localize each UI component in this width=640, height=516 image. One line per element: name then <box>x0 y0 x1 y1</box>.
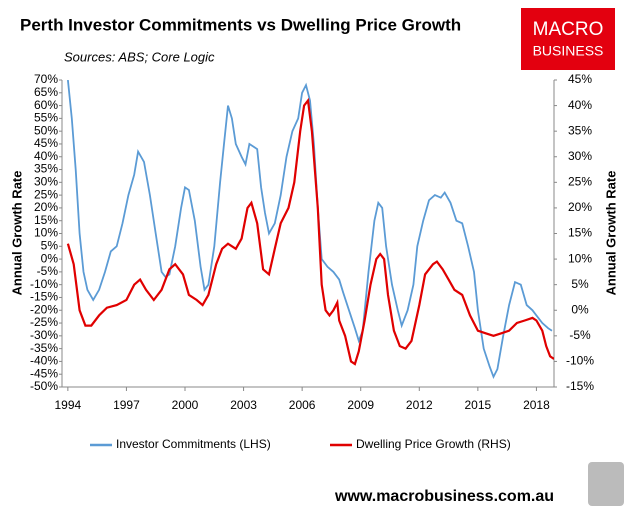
footer-url: www.macrobusiness.com.au <box>334 488 554 505</box>
x-tick-label: 1994 <box>55 398 82 412</box>
wolf-icon <box>588 462 624 506</box>
y-tick-label: 60% <box>34 98 58 112</box>
x-tick-label: 2003 <box>230 398 257 412</box>
y-tick-label: 45% <box>34 136 58 150</box>
y-tick-label: -20% <box>30 302 58 316</box>
y-tick-label: 15% <box>34 213 58 227</box>
y2-tick-label: 45% <box>568 72 592 86</box>
y-tick-label: 70% <box>34 72 58 86</box>
logo-text: MACRO <box>533 19 604 40</box>
y2-tick-label: -5% <box>569 328 591 342</box>
logo-box <box>521 8 615 70</box>
y-tick-label: 55% <box>34 111 58 125</box>
y2-axis-title: Annual Growth Rate <box>603 171 618 296</box>
y2-tick-label: 5% <box>571 277 589 291</box>
plot-area <box>66 80 554 380</box>
y-tick-label: -30% <box>30 328 58 342</box>
y-tick-label: 30% <box>34 175 58 189</box>
y-tick-label: 5% <box>41 238 59 252</box>
x-tick-label: 2000 <box>172 398 199 412</box>
y2-tick-label: 20% <box>568 200 592 214</box>
y-tick-label: 50% <box>34 123 58 137</box>
y-tick-label: 10% <box>34 226 58 240</box>
series-line <box>67 80 553 380</box>
y2-tick-label: 40% <box>568 98 592 112</box>
y2-tick-label: 25% <box>568 175 592 189</box>
chart-title: Perth Investor Commitments vs Dwelling P… <box>20 15 461 34</box>
y2-tick-label: -10% <box>566 354 594 368</box>
y-tick-label: -15% <box>30 290 58 304</box>
y-axis-title: Annual Growth Rate <box>9 171 24 296</box>
y-tick-label: 0% <box>41 251 59 265</box>
y-tick-label: 65% <box>34 85 58 99</box>
y-tick-label: -5% <box>37 264 59 278</box>
legend-label: Investor Commitments (LHS) <box>116 437 271 451</box>
y-tick-label: -35% <box>30 341 58 355</box>
y-tick-label: -25% <box>30 315 58 329</box>
x-tick-label: 2012 <box>406 398 433 412</box>
x-tick-label: 2009 <box>347 398 374 412</box>
x-tick-label: 2018 <box>523 398 550 412</box>
y-tick-label: -45% <box>30 366 58 380</box>
y2-tick-label: -15% <box>566 379 594 393</box>
y2-tick-label: 10% <box>568 251 592 265</box>
y2-tick-label: 35% <box>568 123 592 137</box>
y-tick-label: 20% <box>34 200 58 214</box>
y-tick-label: 25% <box>34 187 58 201</box>
y-tick-label: -40% <box>30 354 58 368</box>
y-tick-label: 35% <box>34 162 58 176</box>
x-tick-label: 1997 <box>113 398 140 412</box>
y-tick-label: -10% <box>30 277 58 291</box>
x-tick-label: 2006 <box>289 398 316 412</box>
series-line <box>66 97 554 366</box>
y2-tick-label: 30% <box>568 149 592 163</box>
y2-tick-label: 15% <box>568 226 592 240</box>
logo-text: BUSINESS <box>533 43 604 59</box>
y-tick-label: -50% <box>30 379 58 393</box>
chart-subtitle: Sources: ABS; Core Logic <box>64 49 215 64</box>
legend-label: Dwelling Price Growth (RHS) <box>356 437 511 451</box>
x-tick-label: 2015 <box>465 398 492 412</box>
y2-tick-label: 0% <box>571 302 589 316</box>
y-tick-label: 40% <box>34 149 58 163</box>
